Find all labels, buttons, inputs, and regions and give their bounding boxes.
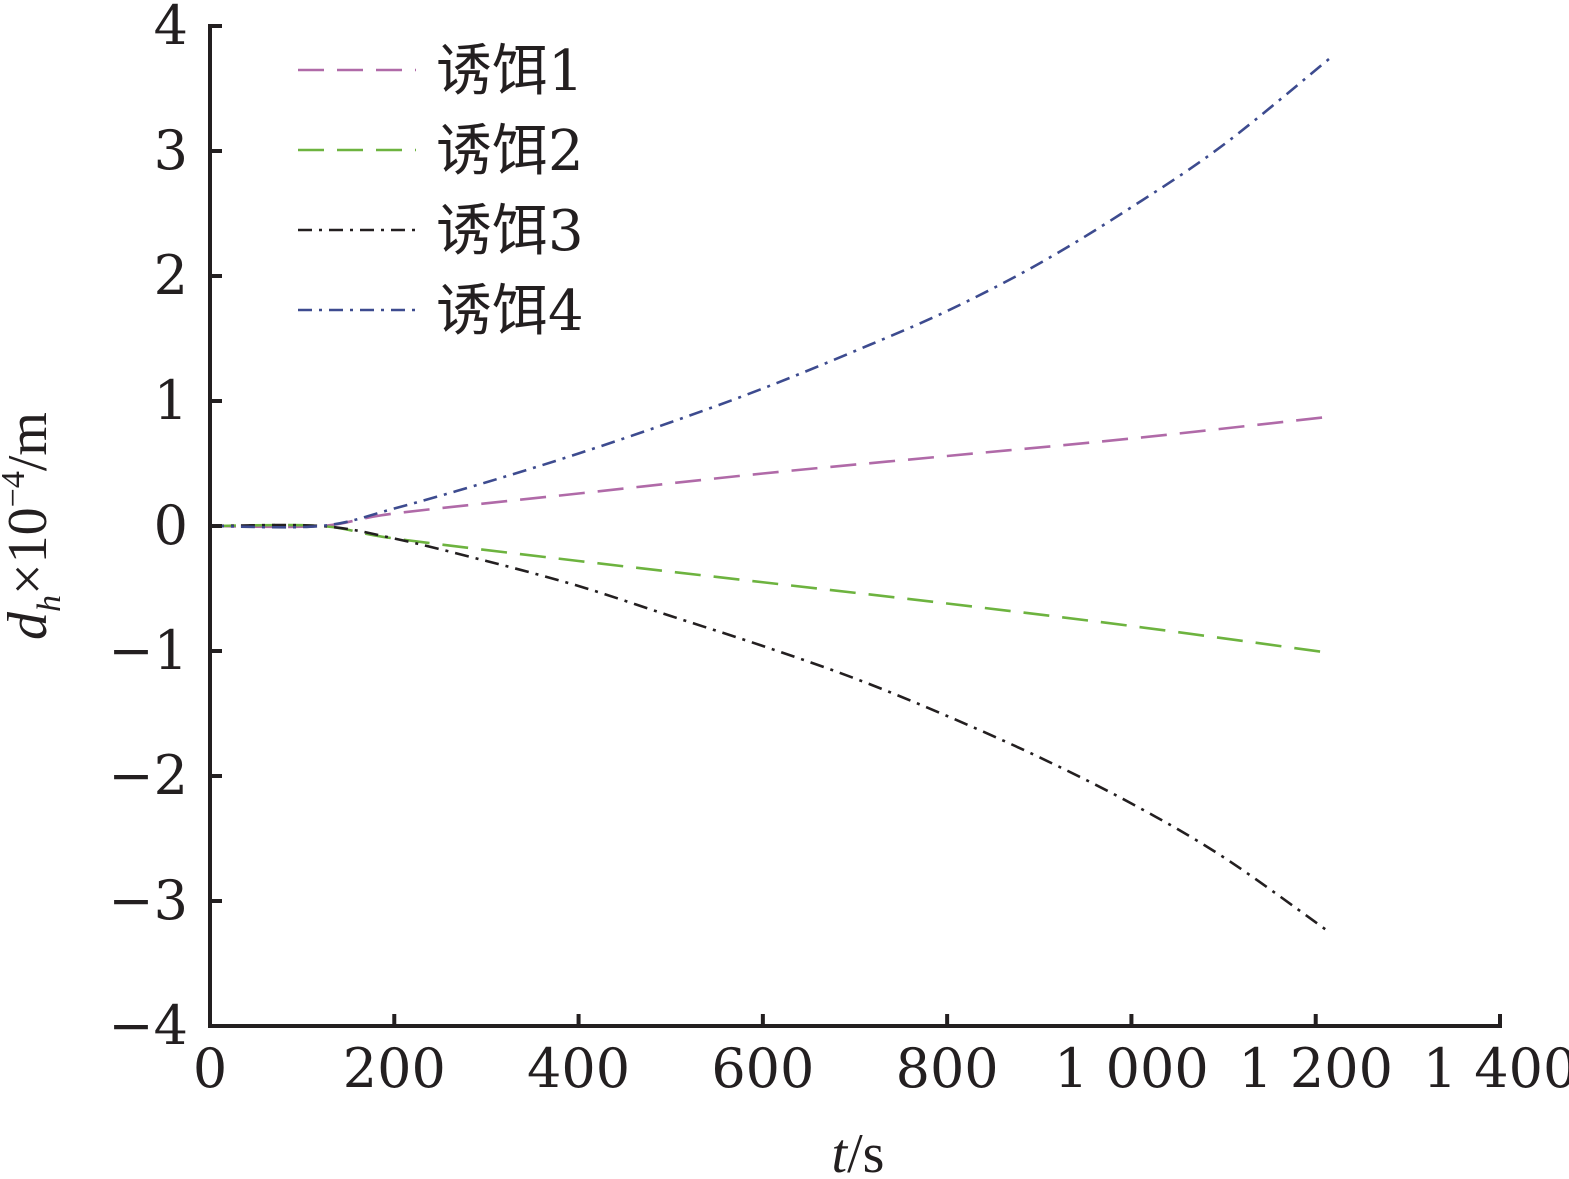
legend-label-1: 诱饵1 (436, 39, 584, 104)
y-tick-label: 3 (154, 119, 188, 182)
axes (208, 24, 1502, 1028)
y-ticks: −4 −3 −2 −1 0 1 2 3 4 (108, 0, 222, 1057)
x-axis-title: t/s (832, 1123, 885, 1179)
x-tick-label: 1 000 (1054, 1037, 1209, 1100)
legend-label-2: 诱饵2 (436, 119, 584, 184)
legend-label-4: 诱饵4 (436, 279, 584, 344)
y-tick-label: −4 (108, 994, 188, 1057)
y-tick-label: −2 (108, 744, 188, 807)
x-tick-label: 1 400 (1423, 1037, 1569, 1100)
x-tick-label: 200 (343, 1037, 446, 1100)
x-tick-label: 800 (896, 1037, 999, 1100)
series-line-1 (209, 415, 1326, 529)
y-tick-label: −3 (108, 869, 188, 932)
series-line-3 (209, 523, 1331, 934)
series-line-2 (209, 523, 1326, 654)
legend: 诱饵1 诱饵2 诱饵3 诱饵4 (298, 39, 584, 344)
x-tick-label: 0 (193, 1037, 227, 1100)
y-tick-label: −1 (108, 619, 188, 682)
series-line-4 (209, 53, 1335, 529)
y-tick-label: 1 (154, 369, 188, 432)
y-tick-label: 4 (154, 0, 188, 57)
y-tick-label: 0 (154, 494, 188, 557)
y-tick-label: 2 (154, 244, 188, 307)
x-tick-label: 400 (527, 1037, 630, 1100)
y-axis-title: dh×10−4/m (0, 412, 68, 640)
x-ticks: 0 200 400 600 800 1 000 1 200 1 400 (193, 1014, 1569, 1100)
legend-label-3: 诱饵3 (436, 199, 584, 264)
x-tick-label: 600 (711, 1037, 814, 1100)
x-tick-label: 1 200 (1238, 1037, 1393, 1100)
plot-series (209, 53, 1335, 934)
